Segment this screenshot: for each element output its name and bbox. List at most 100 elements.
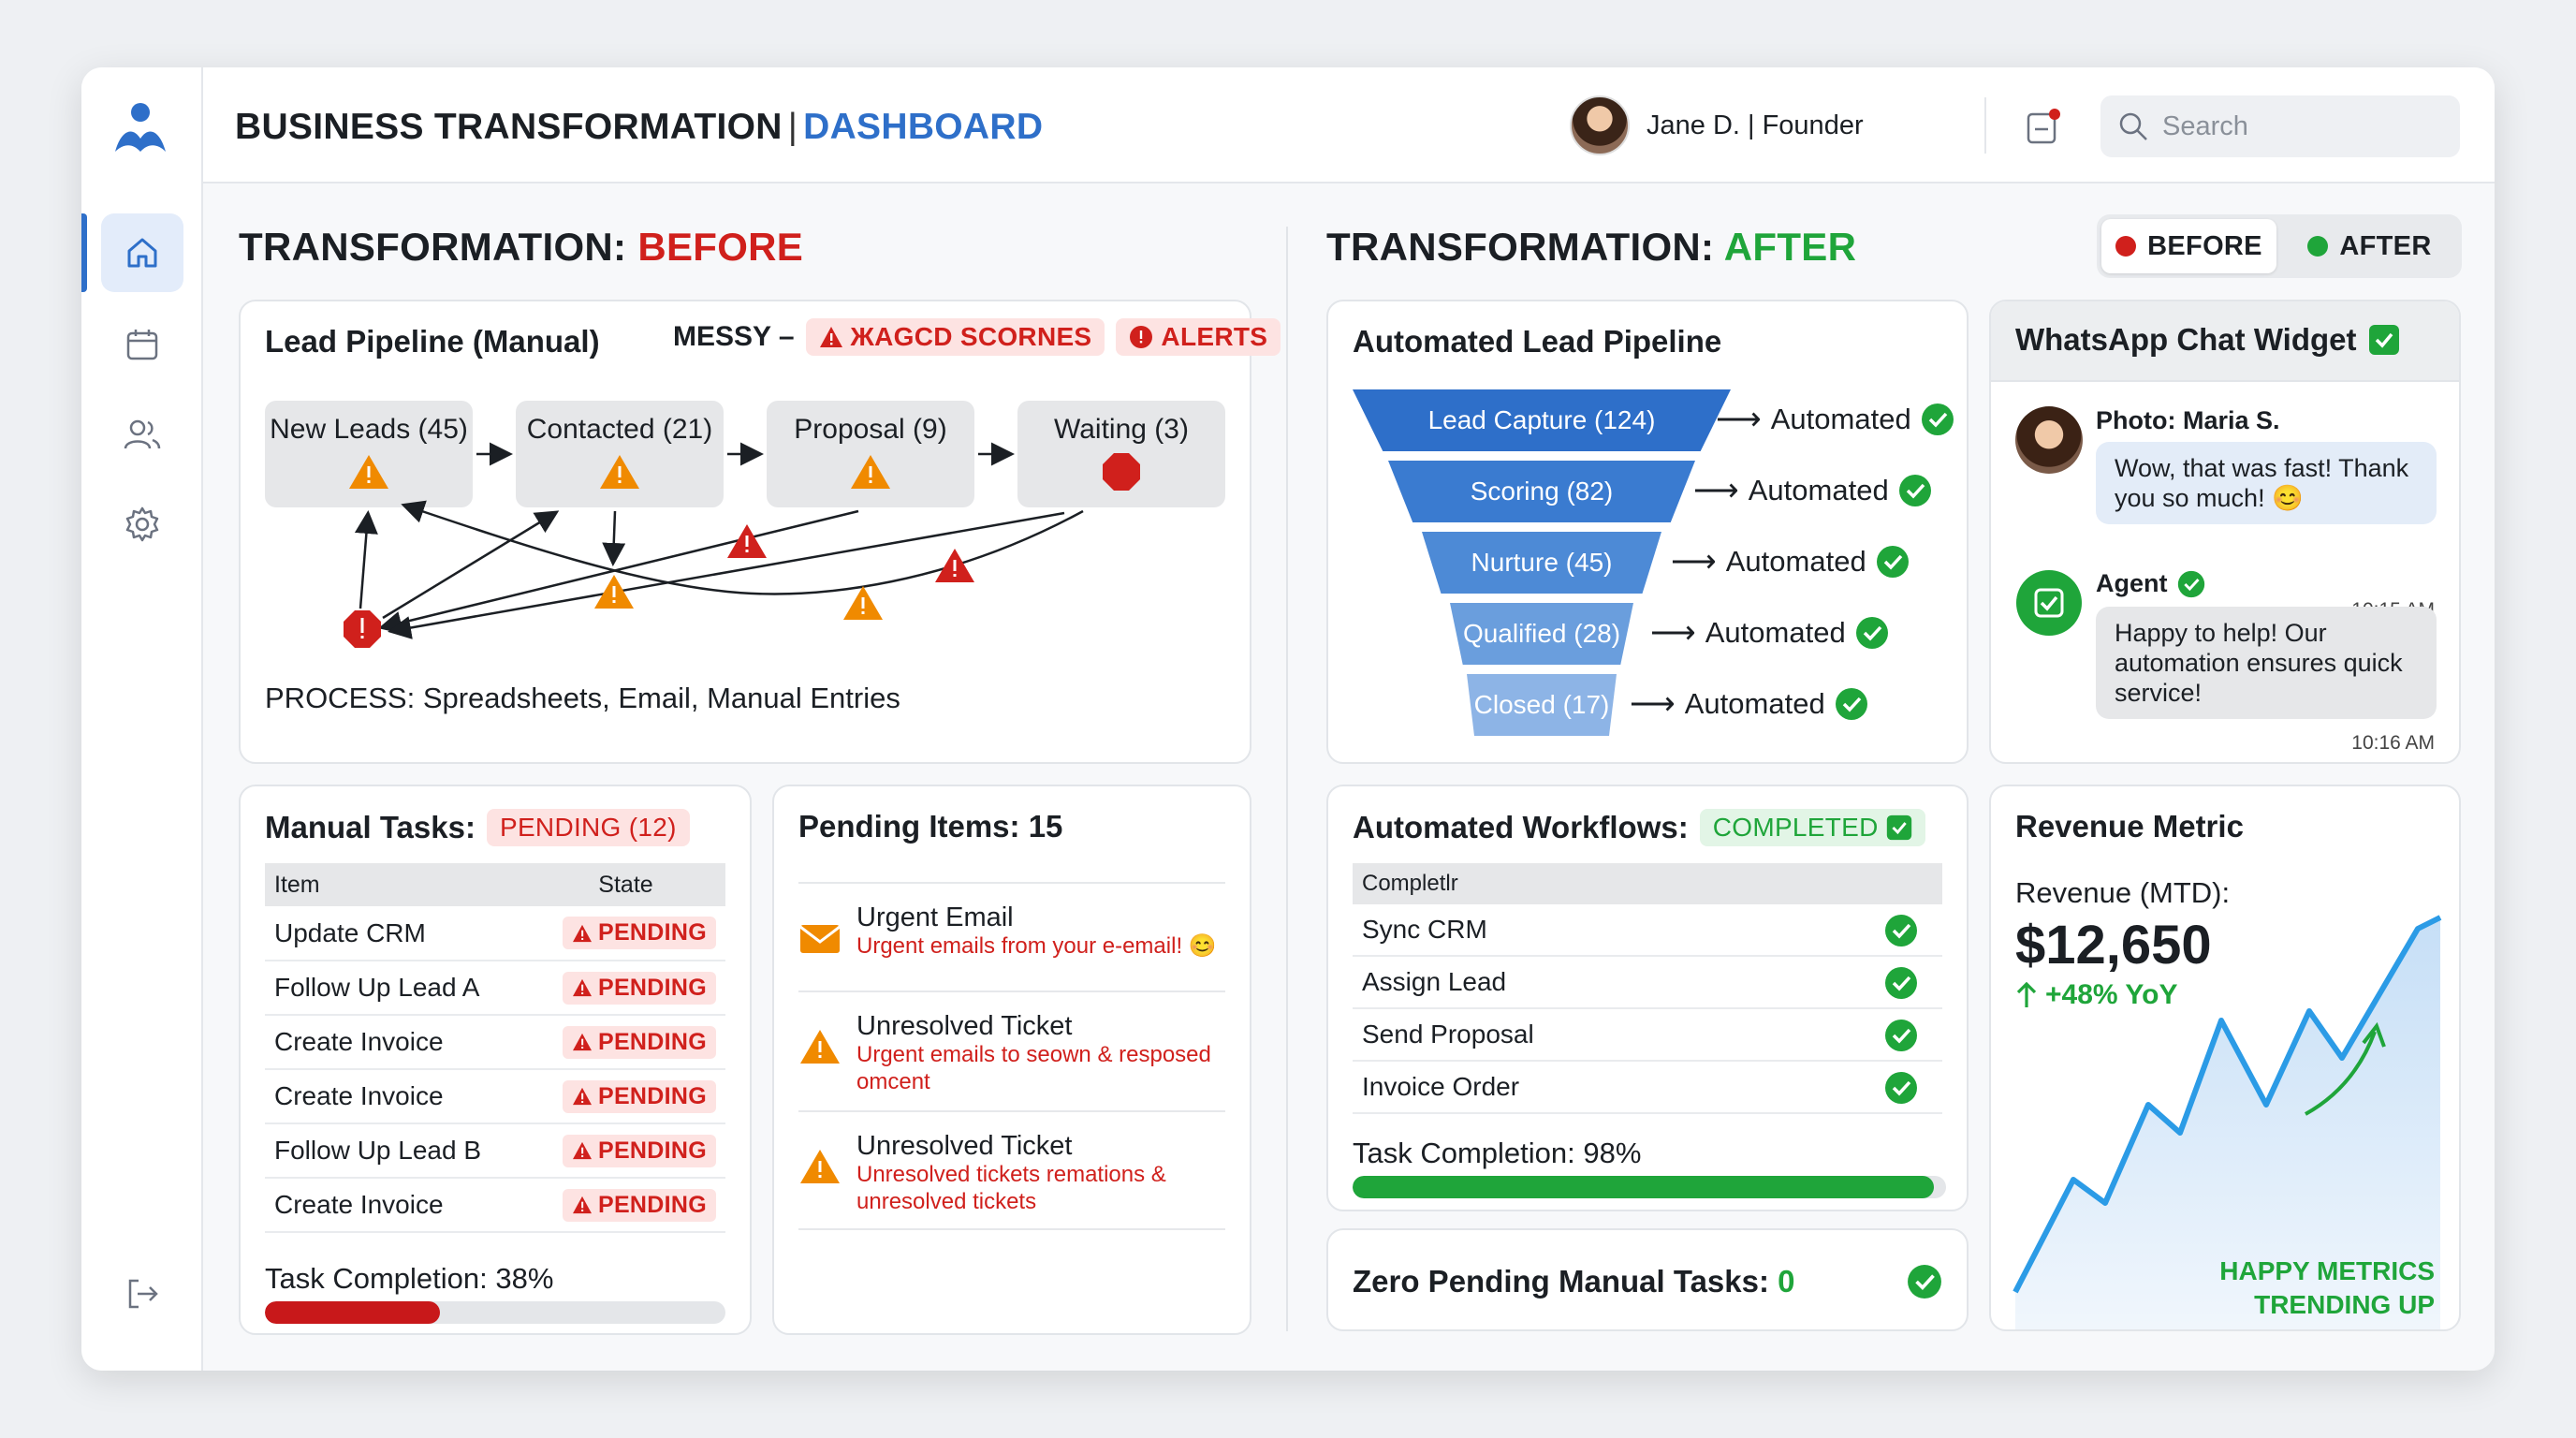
table-row[interactable]: Update CRM PENDING [265,906,725,961]
status-label: PENDING [597,919,707,946]
funnel-stage[interactable]: Scoring (82) [1388,461,1695,522]
table-row[interactable]: Create Invoice PENDING [265,1015,725,1070]
table-row[interactable]: Send Proposal [1353,1009,1942,1062]
toggle-after[interactable]: AFTER [2282,219,2457,273]
table-row[interactable]: Invoice Order [1353,1062,1942,1114]
check-circle-icon [1885,967,1917,999]
automated-status: ⟶ Automated [1716,401,1954,438]
search-icon [2119,112,2147,140]
revenue-change-label: +48% YoY [2045,979,2178,1010]
table-row[interactable]: Follow Up Lead B PENDING [265,1123,725,1179]
automated-workflows-card: Automated Workflows: COMPLETED Completlr… [1326,785,1969,1211]
task-item: Follow Up Lead A [265,961,526,1016]
gear-icon [125,506,159,542]
arrow-right-icon: ⟶ [1671,544,1717,580]
workflow-item: Assign Lead [1362,967,1507,996]
stage-label: Proposal (9) [794,414,947,445]
stage-label: New Leads (45) [270,414,468,445]
list-item[interactable]: Unresolved Ticket Urgent emails to seown… [798,990,1225,1110]
app-logo[interactable] [108,97,173,163]
toggle-before[interactable]: BEFORE [2101,219,2276,273]
revenue-label: Revenue (MTD): [2015,876,2231,909]
status-badge: PENDING [562,1134,716,1167]
stage-waiting[interactable]: Waiting (3) [1017,401,1225,507]
arrow-right-icon: ⟶ [1693,473,1739,508]
agent-message: Happy to help! Our automation ensures qu… [2096,607,2437,719]
stage-contacted[interactable]: Contacted (21) [516,401,724,507]
table-row[interactable]: Follow Up Lead A PENDING [265,961,725,1016]
table-row[interactable]: Sync CRM [1353,904,1942,957]
task-item: Create Invoice [265,1015,526,1070]
list-item[interactable]: Unresolved Ticket Unresolved tickets rem… [798,1110,1225,1230]
after-title-prefix: TRANSFORMATION: [1326,225,1715,269]
nav-calendar[interactable] [101,305,183,384]
warning-icon [800,1150,840,1183]
before-title-prefix: TRANSFORMATION: [239,225,627,269]
before-after-toggle[interactable]: BEFORE AFTER [2097,214,2462,278]
warning-icon [727,524,767,558]
completed-badge: COMPLETED [1699,809,1925,846]
funnel-stage[interactable]: Closed (17) [1467,674,1617,736]
workflows-title: Automated Workflows: [1353,810,1689,844]
title-separator: | [787,107,798,147]
warning-icon [935,549,974,582]
pending-badge: PENDING (12) [486,809,690,846]
manual-tasks-title: Manual Tasks: [265,810,476,844]
search-box[interactable] [2100,95,2460,157]
check-circle-icon [1876,546,1909,578]
zero-pending-value: 0 [1778,1264,1795,1299]
status-badge: PENDING [562,1079,716,1113]
funnel-stage[interactable]: Lead Capture (124) [1353,389,1731,451]
status-badge: PENDING [562,1025,716,1059]
revenue-title: Revenue Metric [2015,809,2244,844]
before-title-word: BEFORE [637,225,804,269]
table-row[interactable]: Create Invoice PENDING [265,1069,725,1124]
pending-item-title: Unresolved Ticket [856,1131,1073,1161]
pending-item-desc: Unresolved tickets remations & unresolve… [856,1162,1166,1214]
revenue-area [2015,917,2440,1329]
automated-status: ⟶ Automated [1671,543,1910,580]
check-circle-icon [1908,1265,1941,1299]
before-section-title: TRANSFORMATION: BEFORE [239,225,803,270]
automated-label: Automated [1684,687,1825,720]
stage-proposal[interactable]: Proposal (9) [767,401,974,507]
pending-items-title: Pending Items: 15 [798,809,1063,844]
search-input[interactable] [2162,110,2443,142]
funnel-stage[interactable]: Qualified (28) [1450,603,1633,665]
funnel-stage-label: Lead Capture (124) [1427,405,1656,434]
messy-alerts: MESSY – ЖAGCD SCORNES ALERTS [673,318,1281,356]
task-item: Follow Up Lead B [265,1123,526,1179]
warning-icon [572,1087,592,1106]
agent-avatar-icon [2016,570,2082,636]
stage-new-leads[interactable]: New Leads (45) [265,401,473,507]
red-dot-icon [2115,236,2137,257]
funnel-stage[interactable]: Nurture (45) [1422,532,1661,594]
stage-label: Contacted (21) [526,414,713,445]
pending-item-desc: Urgent emails to seown & resposed omcent [856,1042,1211,1094]
list-item[interactable]: Urgent Email Urgent emails from your e-e… [798,882,1225,990]
manual-tasks-card: Manual Tasks: PENDING (12) Item State Up… [239,785,752,1335]
zero-pending-card: Zero Pending Manual Tasks: 0 [1326,1228,1969,1331]
nav-home[interactable] [101,213,183,292]
table-row[interactable]: Create Invoice PENDING [265,1178,725,1233]
workflow-item: Send Proposal [1362,1020,1534,1049]
user-profile[interactable]: Jane D. | Founder [1570,95,1864,155]
warning-icon [851,455,890,489]
funnel-stage-label: Qualified (28) [1462,619,1621,648]
inbox-icon[interactable] [2023,107,2064,148]
nav-users[interactable] [101,395,183,474]
stage-label: Waiting (3) [1054,414,1189,445]
pending-items-card: Pending Items: 15 Urgent Email Urgent em… [772,785,1251,1335]
status-label: PENDING [597,974,707,1001]
warning-icon [572,1033,592,1051]
warning-icon [349,455,388,489]
happy-metrics-note: HAPPY METRICS TRENDING UP [2219,1255,2435,1322]
warning-icon [572,1141,592,1160]
table-row[interactable]: Assign Lead [1353,957,1942,1009]
nav-logout[interactable] [101,1255,183,1333]
nav-settings[interactable] [101,485,183,564]
page-title: BUSINESS TRANSFORMATION | DASHBOARD [235,107,1043,148]
email-icon [799,925,841,953]
agent-name-row: Agent [2096,569,2205,598]
trend-arrow-head-icon [2362,1021,2386,1048]
